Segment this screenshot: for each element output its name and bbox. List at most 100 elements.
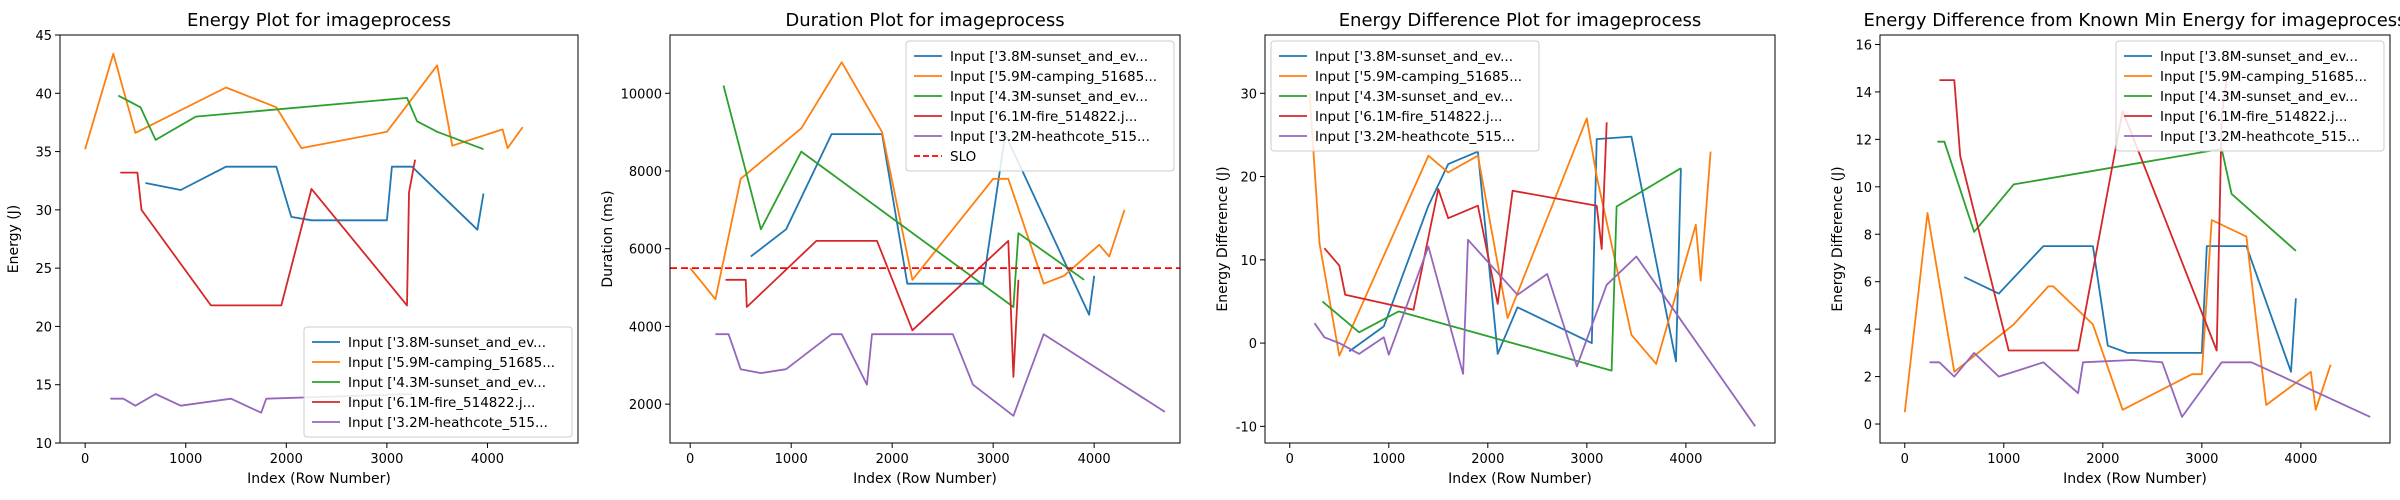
chart-3-x-tick-label: 3000	[1570, 452, 1603, 467]
chart-4-x-tick-label: 1000	[1987, 452, 2020, 467]
chart-2: Duration Plot for imageprocess 0 1000 2000 3…	[600, 10, 1181, 487]
chart-4-y-tick-label: 2	[1864, 371, 1872, 386]
chart-1-legend-label: Input ['4.3M-sunset_and_ev...	[348, 375, 546, 391]
chart-4-legend-box	[2115, 40, 2385, 152]
chart-1-legend-label: Input ['3.8M-sunset_and_ev...	[348, 335, 546, 351]
chart-1-x-tick-label: 0	[81, 452, 89, 467]
chart-2-plot-area	[670, 61, 1180, 417]
chart-2-legend-label: SLO	[950, 149, 976, 165]
chart-3-title: Energy Difference Plot for imageprocess	[1339, 10, 1702, 31]
chart-1-y-tick-label: 20	[35, 320, 52, 335]
chart-3-legend-label: Input ['5.9M-camping_51685...	[1315, 69, 1522, 85]
chart-4-x-tick-label: 3000	[2185, 452, 2218, 467]
chart-1-x-tick-label: 2000	[270, 452, 303, 467]
chart-2-y-axis-label: Duration (ms)	[600, 190, 616, 287]
chart-4-y-tick-label: 16	[1855, 38, 1872, 53]
chart-2-series-line-5	[715, 333, 1166, 417]
chart-3-series-line-4	[1323, 122, 1608, 311]
chart-2-y-tick-label: 2000	[629, 398, 662, 413]
chart-2-y-tick-label: 8000	[629, 165, 662, 180]
chart-4-plot-area	[1903, 79, 2371, 418]
chart-1-y-tick-label: 45	[35, 29, 52, 44]
chart-3-series-line-2	[1308, 93, 1712, 365]
chart-1-y-tick-label: 15	[35, 379, 52, 394]
chart-4-legend: Input ['3.8M-sunset_and_ev... Input ['5.9…	[2115, 40, 2385, 152]
chart-2-legend-label: Input ['5.9M-camping_51685...	[950, 69, 1157, 85]
chart-1-x-tick-label: 3000	[370, 452, 403, 467]
chart-1-series-line-5	[110, 393, 413, 414]
chart-4-y-tick-label: 0	[1864, 418, 1872, 433]
chart-1-y-tick-label: 10	[35, 437, 52, 452]
chart-1-x-tick-label: 4000	[471, 452, 504, 467]
chart-3-legend-label: Input ['4.3M-sunset_and_ev...	[1315, 89, 1513, 105]
chart-3-y-tick-label: 20	[1240, 171, 1257, 186]
chart-1-series-line-2	[84, 52, 524, 150]
chart-2-y-tick-label: 4000	[629, 320, 662, 335]
chart-4-x-tick-label: 4000	[2284, 452, 2317, 467]
chart-1-series-line-4	[120, 159, 416, 307]
chart-4-series-line-2	[1903, 212, 2332, 413]
chart-1-y-tick-label: 40	[35, 87, 52, 102]
chart-4-legend-label: Input ['5.9M-camping_51685...	[2160, 69, 2367, 85]
chart-4-y-tick-label: 4	[1864, 323, 1872, 338]
chart-3-legend: Input ['3.8M-sunset_and_ev... Input ['5.9…	[1270, 40, 1540, 152]
chart-2-frame	[669, 34, 1181, 444]
chart-3-x-tick-label: 2000	[1471, 452, 1504, 467]
chart-2-legend: Input ['3.8M-sunset_and_ev... Input ['5.9…	[905, 40, 1175, 172]
chart-3-y-tick-label: 10	[1240, 254, 1257, 269]
chart-3-series-line-5	[1313, 238, 1756, 427]
chart-4: Energy Difference from Known Min Energy …	[1830, 10, 2400, 487]
chart-1-y-tick-label: 35	[35, 146, 52, 161]
chart-2-y-tick-label: 10000	[621, 87, 662, 102]
chart-4-x-axis-label: Index (Row Number)	[2063, 471, 2207, 487]
chart-2-series-line-4	[725, 240, 1020, 378]
chart-1-legend-box	[303, 326, 573, 438]
chart-3-x-tick-label: 4000	[1669, 452, 1702, 467]
chart-2-legend-label: Input ['4.3M-sunset_and_ev...	[950, 89, 1148, 105]
chart-1-legend-label: Input ['3.2M-heathcote_515...	[348, 415, 548, 431]
chart-4-legend-label: Input ['4.3M-sunset_and_ev...	[2160, 89, 2358, 105]
chart-1-legend-label: Input ['5.9M-camping_51685...	[348, 355, 555, 371]
chart-3-legend-label: Input ['3.8M-sunset_and_ev...	[1315, 49, 1513, 65]
chart-2-series-line-1	[750, 133, 1096, 316]
chart-2-legend-label: Input ['6.1M-fire_514822.j...	[950, 109, 1137, 125]
chart-2-x-tick-label: 3000	[977, 452, 1010, 467]
chart-4-y-tick-label: 12	[1855, 133, 1872, 148]
chart-4-frame	[1879, 34, 2391, 444]
chart-2-legend-label: Input ['3.2M-heathcote_515...	[950, 129, 1150, 145]
chart-2-legend-label: Input ['3.8M-sunset_and_ev...	[950, 49, 1148, 65]
chart-4-legend-label: Input ['3.8M-sunset_and_ev...	[2160, 49, 2358, 65]
chart-2-legend-box	[905, 40, 1175, 172]
chart-4-legend-label: Input ['6.1M-fire_514822.j...	[2160, 109, 2347, 125]
chart-3-x-tick-label: 0	[1286, 452, 1294, 467]
chart-2-x-tick-label: 0	[686, 452, 694, 467]
chart-1-y-tick-label: 30	[35, 204, 52, 219]
chart-4-y-tick-label: 8	[1864, 228, 1872, 243]
chart-2-x-axis-label: Index (Row Number)	[853, 471, 997, 487]
chart-2-x-tick-label: 4000	[1078, 452, 1111, 467]
chart-4-legend-label: Input ['3.2M-heathcote_515...	[2160, 129, 2360, 145]
chart-4-series-line-5	[1929, 352, 2371, 418]
chart-3-legend-box	[1270, 40, 1540, 152]
chart-4-y-tick-label: 10	[1855, 181, 1872, 196]
chart-4-y-tick-label: 14	[1855, 86, 1872, 101]
chart-3-plot-area	[1308, 93, 1756, 427]
chart-1-legend-label: Input ['6.1M-fire_514822.j...	[348, 395, 535, 411]
chart-3: Energy Difference Plot for imageprocess 0…	[1215, 10, 1776, 487]
chart-1-frame	[59, 34, 579, 444]
chart-1-x-tick-label: 1000	[169, 452, 202, 467]
chart-3-y-tick-label: -10	[1236, 420, 1257, 435]
chart-2-series-line-2	[689, 61, 1126, 301]
chart-1-plot-area	[84, 52, 524, 414]
chart-3-y-tick-label: 0	[1249, 337, 1257, 352]
chart-2-series-line-3	[722, 85, 1085, 308]
chart-4-x-tick-label: 0	[1901, 452, 1909, 467]
chart-4-series-line-4	[1939, 79, 2228, 352]
chart-3-series-line-1	[1348, 135, 1682, 363]
chart-3-legend-label: Input ['3.2M-heathcote_515...	[1315, 129, 1515, 145]
chart-2-title: Duration Plot for imageprocess	[785, 10, 1064, 31]
chart-2-x-tick-label: 2000	[876, 452, 909, 467]
chart-1-legend: Input ['3.8M-sunset_and_ev... Input ['5.9…	[303, 326, 573, 438]
chart-3-series-line-3	[1321, 167, 1682, 372]
